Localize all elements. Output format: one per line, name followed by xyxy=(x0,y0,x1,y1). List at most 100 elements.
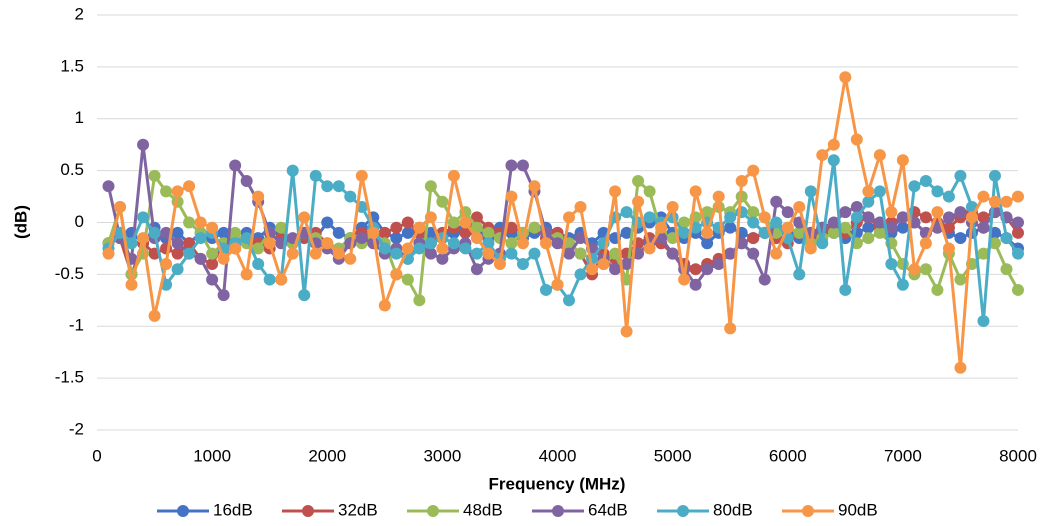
y-axis-label: (dB) xyxy=(11,205,30,239)
data-point xyxy=(942,211,955,224)
data-point xyxy=(655,221,668,234)
data-point xyxy=(240,232,253,245)
data-point xyxy=(470,221,483,234)
data-point xyxy=(977,247,990,260)
data-point xyxy=(919,175,932,187)
x-tick-label: 4000 xyxy=(539,446,577,465)
x-tick-label: 6000 xyxy=(769,446,807,465)
data-point xyxy=(413,242,426,255)
legend-marker xyxy=(302,505,314,517)
data-point xyxy=(459,242,472,255)
data-point xyxy=(275,221,288,234)
data-point xyxy=(586,263,599,276)
data-point xyxy=(954,206,967,219)
legend-label: 80dB xyxy=(713,500,753,519)
data-point xyxy=(919,263,932,276)
data-point xyxy=(1000,263,1013,276)
data-point xyxy=(505,221,518,234)
legend-label: 64dB xyxy=(588,500,628,519)
legend-label: 48dB xyxy=(463,500,503,519)
data-point xyxy=(643,211,656,224)
data-point xyxy=(701,206,714,219)
data-point xyxy=(1012,283,1024,296)
data-point xyxy=(378,242,391,255)
data-point xyxy=(217,252,230,265)
data-point xyxy=(781,206,794,219)
data-point xyxy=(355,232,368,245)
data-point xyxy=(965,211,978,224)
data-point xyxy=(919,237,932,250)
data-point xyxy=(229,226,242,239)
data-point xyxy=(942,190,955,203)
data-point xyxy=(505,247,518,260)
data-point xyxy=(539,283,552,296)
x-tick-label: 1000 xyxy=(193,446,231,465)
data-point xyxy=(286,247,299,260)
data-point xyxy=(678,216,691,229)
data-point xyxy=(1012,247,1024,260)
data-point xyxy=(747,216,760,229)
data-point xyxy=(954,273,967,286)
data-point xyxy=(183,216,196,229)
data-point xyxy=(678,273,691,286)
legend-label: 32dB xyxy=(338,500,378,519)
data-point xyxy=(735,237,748,250)
data-point xyxy=(873,149,886,162)
data-point xyxy=(252,190,265,203)
data-point xyxy=(563,294,576,307)
data-point xyxy=(689,185,702,198)
data-point xyxy=(505,237,518,250)
data-point xyxy=(344,252,357,265)
data-point xyxy=(321,180,334,193)
data-point xyxy=(931,185,944,198)
data-point xyxy=(839,283,852,296)
data-point xyxy=(482,226,495,239)
data-point xyxy=(482,237,495,250)
data-point xyxy=(171,263,184,276)
data-point xyxy=(724,221,737,234)
data-point xyxy=(413,294,426,307)
data-point xyxy=(724,211,737,224)
data-point xyxy=(919,211,932,224)
data-point xyxy=(770,216,783,229)
data-point xyxy=(390,268,403,281)
data-point xyxy=(148,309,161,322)
data-point xyxy=(747,232,760,245)
data-point xyxy=(148,226,161,239)
data-point xyxy=(206,273,219,286)
data-point xyxy=(931,283,944,296)
data-point xyxy=(332,226,345,239)
data-point xyxy=(609,185,622,198)
data-point xyxy=(896,278,909,291)
data-point xyxy=(240,268,253,281)
data-point xyxy=(758,273,771,286)
data-point xyxy=(632,195,645,208)
y-tick-label: -0.5 xyxy=(55,264,84,283)
legend-marker xyxy=(802,505,814,517)
data-point xyxy=(862,232,875,245)
x-tick-label: 5000 xyxy=(654,446,692,465)
data-point xyxy=(390,221,403,234)
data-point xyxy=(470,232,483,245)
data-point xyxy=(885,258,898,270)
data-point xyxy=(1000,232,1013,245)
data-point xyxy=(252,242,265,255)
data-point xyxy=(332,180,345,193)
data-point xyxy=(137,211,150,224)
data-point xyxy=(609,247,622,260)
legend-marker xyxy=(177,505,189,517)
data-point xyxy=(563,247,576,260)
data-point xyxy=(931,206,944,219)
data-point xyxy=(447,169,460,182)
data-point xyxy=(632,175,645,187)
data-point xyxy=(378,299,391,312)
x-axis-label: Frequency (MHz) xyxy=(489,474,626,493)
data-point xyxy=(885,206,898,219)
data-point xyxy=(378,226,391,239)
data-point xyxy=(988,169,1001,182)
data-point xyxy=(390,247,403,260)
data-point xyxy=(160,185,173,198)
data-point xyxy=(896,221,909,234)
data-point xyxy=(781,221,794,234)
